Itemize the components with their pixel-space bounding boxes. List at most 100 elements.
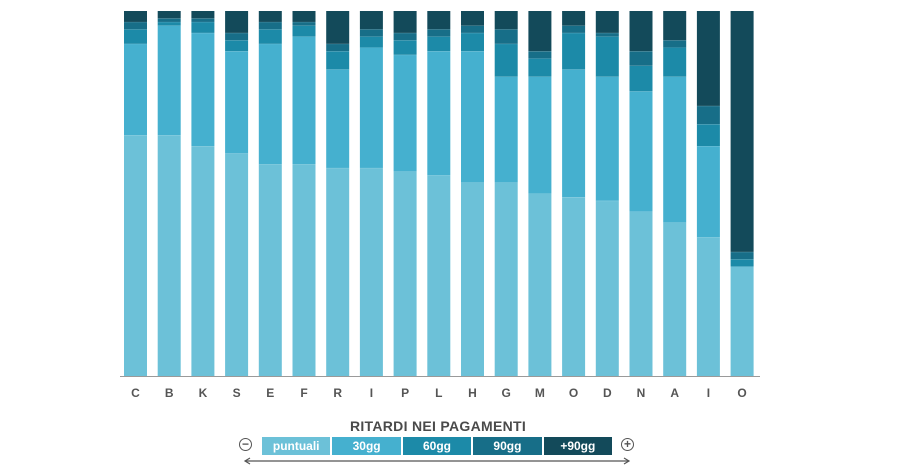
bar-segment xyxy=(326,43,350,52)
bar-segment xyxy=(696,237,720,376)
bar-segment xyxy=(157,21,181,26)
legend-item-60gg: 60gg xyxy=(402,437,474,455)
x-tick-label: F xyxy=(300,386,307,400)
bar-segment xyxy=(461,182,484,376)
bar-segment xyxy=(427,51,451,176)
bar-segment xyxy=(225,153,249,376)
bar-segment xyxy=(730,259,754,267)
bar-segment xyxy=(157,25,181,136)
bar-segment xyxy=(292,164,316,376)
x-tick-label: B xyxy=(165,386,174,400)
x-tick-label: O xyxy=(569,386,578,400)
bar-segment xyxy=(562,25,586,33)
x-tick-label: S xyxy=(233,386,241,400)
bar-segment xyxy=(663,76,687,223)
bar-segment xyxy=(663,11,687,41)
bar-segment xyxy=(696,146,720,238)
bar-segment xyxy=(595,200,619,376)
bar-segment xyxy=(292,21,316,26)
bar-segment xyxy=(528,76,552,194)
bar-segment xyxy=(393,171,417,376)
legend-item-90plus: +90gg xyxy=(543,437,613,455)
bar-segment xyxy=(191,146,215,376)
x-tick-label: K xyxy=(199,386,208,400)
bar-segment xyxy=(562,32,586,70)
bar-segment xyxy=(124,43,147,136)
bar-segment xyxy=(461,32,484,52)
bar-segment xyxy=(292,25,316,37)
x-tick-label: E xyxy=(266,386,274,400)
bar-segment xyxy=(258,21,282,30)
x-tick-label: M xyxy=(535,386,545,400)
bar-segment xyxy=(225,11,249,33)
bar-segment xyxy=(124,135,147,376)
bar-segment xyxy=(258,164,282,376)
double-arrow-icon xyxy=(243,457,631,465)
bar-segment xyxy=(629,211,653,376)
bar-segment xyxy=(427,36,451,52)
legend: puntuali 30gg 60gg 90gg +90gg xyxy=(262,437,613,455)
bar-segment xyxy=(157,11,181,19)
legend-item-puntuali: puntuali xyxy=(262,437,333,455)
bar-segment xyxy=(225,32,249,41)
bar-segment xyxy=(292,36,316,165)
bar-segment xyxy=(696,124,720,147)
x-tick-label: R xyxy=(333,386,342,400)
legend-item-30gg: 30gg xyxy=(332,437,403,455)
bar-segment xyxy=(326,51,350,70)
bar-segment xyxy=(191,18,215,22)
bar-segment xyxy=(427,11,451,30)
x-tick-label: I xyxy=(370,386,373,400)
x-tick-label: L xyxy=(435,386,442,400)
bar-segment xyxy=(629,51,653,66)
bar-segment xyxy=(562,69,586,198)
bar-segment xyxy=(494,76,518,183)
bar-segment xyxy=(696,105,720,125)
bar-segment xyxy=(730,266,754,376)
x-tick-label: P xyxy=(401,386,409,400)
bar-segment xyxy=(124,29,147,44)
bar-segment xyxy=(191,11,215,19)
bar-segment xyxy=(528,51,552,59)
bar-segment xyxy=(359,167,383,376)
bar-segment xyxy=(359,11,383,30)
bar-segment xyxy=(528,58,552,77)
bar-segment xyxy=(157,18,181,22)
bar-segment xyxy=(730,251,754,260)
bar-segment xyxy=(393,11,417,33)
bar-segment xyxy=(629,65,653,92)
x-tick-label: G xyxy=(502,386,511,400)
bar-segment xyxy=(461,25,484,33)
bar-segment xyxy=(326,69,350,168)
bar-segment xyxy=(528,11,552,52)
bar-segment xyxy=(629,11,653,52)
bar-segment xyxy=(292,11,316,22)
bar-segment xyxy=(528,193,552,376)
bar-segment xyxy=(427,29,451,37)
bar-segment xyxy=(494,43,518,77)
bar-segment xyxy=(359,29,383,37)
bar-segment xyxy=(595,36,619,77)
bar-segment xyxy=(494,182,518,376)
bar-segment xyxy=(225,51,249,154)
bar-segment xyxy=(494,29,518,44)
bar-segment xyxy=(562,197,586,376)
bar-segment xyxy=(359,47,383,168)
bar-segment xyxy=(595,76,619,201)
bar-segment xyxy=(427,175,451,376)
bar-segment xyxy=(461,11,484,26)
bar-segment xyxy=(696,11,720,106)
bar-segment xyxy=(258,43,282,165)
bar-segment xyxy=(393,40,417,55)
x-tick-label: N xyxy=(637,386,646,400)
x-tick-label: D xyxy=(603,386,612,400)
bar-segment xyxy=(124,11,147,22)
x-tick-label: I xyxy=(707,386,710,400)
legend-title: RITARDI NEI PAGAMENTI xyxy=(349,418,527,434)
bar-segment xyxy=(326,11,350,44)
bar-segment xyxy=(258,29,282,44)
bar-segment xyxy=(393,32,417,41)
x-tick-label: C xyxy=(131,386,140,400)
